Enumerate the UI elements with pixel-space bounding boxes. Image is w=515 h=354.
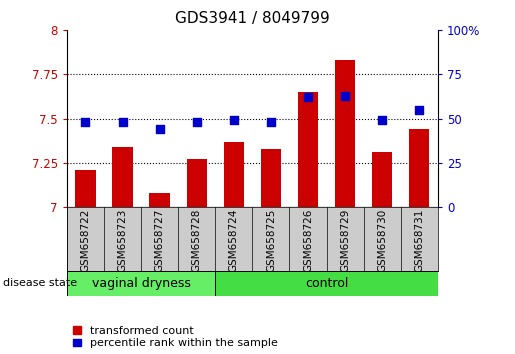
Point [118,119,127,125]
Text: GSM658731: GSM658731 [414,209,424,272]
Bar [261,149,281,207]
Bar [224,142,244,207]
Text: control: control [305,277,348,290]
Bar [75,170,96,207]
Bar [372,152,392,207]
Text: GSM658727: GSM658727 [154,209,165,272]
Point [156,126,164,132]
Text: vaginal dryness: vaginal dryness [92,277,191,290]
Text: GSM658722: GSM658722 [80,209,91,272]
Bar [149,193,170,207]
Text: GSM658724: GSM658724 [229,209,239,272]
Bar [112,147,133,207]
Point [378,118,386,123]
Text: GSM658726: GSM658726 [303,209,313,272]
Text: GSM658728: GSM658728 [192,209,202,272]
Point [193,119,201,125]
Point [341,93,349,98]
Text: GSM658730: GSM658730 [377,209,387,272]
Bar [298,92,318,207]
Bar [409,129,430,207]
Point [81,119,90,125]
Text: GSM658723: GSM658723 [117,209,128,272]
Point [267,119,275,125]
Point [304,95,312,100]
Text: disease state: disease state [3,278,77,288]
Title: GDS3941 / 8049799: GDS3941 / 8049799 [175,11,330,26]
Text: GSM658729: GSM658729 [340,209,350,272]
Point [230,118,238,123]
Legend: transformed count, percentile rank within the sample: transformed count, percentile rank withi… [73,326,278,348]
Bar [67,271,215,296]
Bar [186,159,207,207]
Point [415,107,423,113]
Text: GSM658725: GSM658725 [266,209,276,272]
Bar [215,271,438,296]
Bar [335,60,355,207]
